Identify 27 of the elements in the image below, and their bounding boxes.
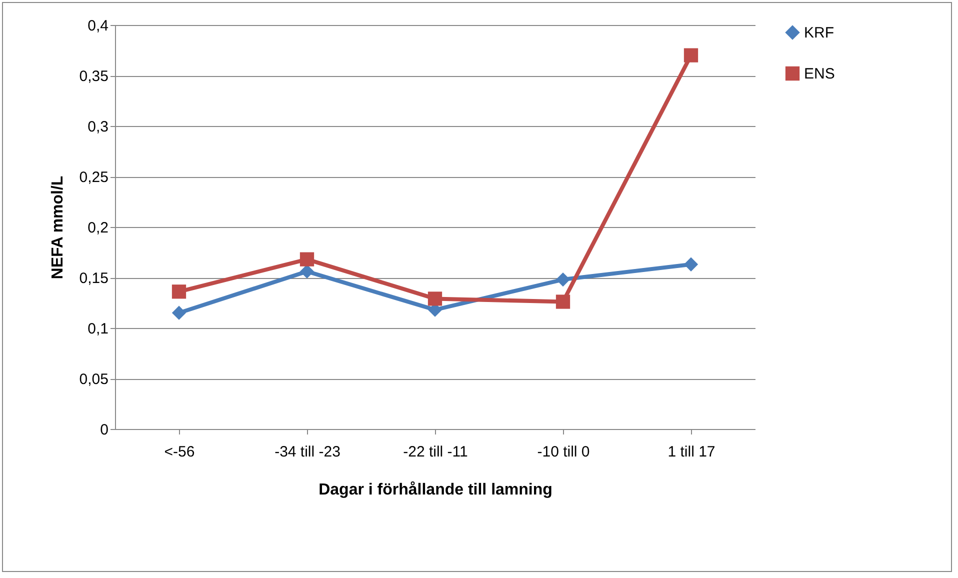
- x-tick-label: -22 till -11: [403, 444, 468, 460]
- point: [684, 257, 698, 272]
- y-tick-label: 0,2: [88, 220, 108, 236]
- point: [172, 306, 186, 320]
- y-tick-label: 0,3: [88, 118, 108, 136]
- point: [172, 284, 186, 299]
- y-tick-label: 0,15: [79, 270, 108, 287]
- y-axis-title: NEFA mmol/L: [49, 176, 66, 280]
- x-tick-label: -10 till 0: [537, 444, 590, 460]
- point: [684, 48, 698, 62]
- x-axis-title: Dagar i förhållande till lamning: [318, 480, 552, 498]
- x-tick-label: -34 till -23: [274, 444, 340, 460]
- legend-label: ENS: [804, 66, 835, 82]
- x-tick-label: 1 till 17: [668, 444, 716, 460]
- point: [556, 294, 570, 309]
- legend-label: KRF: [804, 24, 834, 42]
- y-tick-label: 0,35: [79, 68, 108, 85]
- y-tick-label: 0,05: [79, 371, 108, 388]
- y-tick-label: 0,4: [88, 18, 108, 34]
- point: [556, 272, 570, 287]
- x-tick-label: <-56: [164, 444, 195, 460]
- y-tick-label: 0,25: [79, 169, 108, 186]
- point: [300, 252, 314, 266]
- y-tick-label: 0,1: [88, 320, 108, 338]
- point: [300, 264, 314, 279]
- y-tick-label: 0: [100, 422, 108, 438]
- point: [428, 292, 442, 306]
